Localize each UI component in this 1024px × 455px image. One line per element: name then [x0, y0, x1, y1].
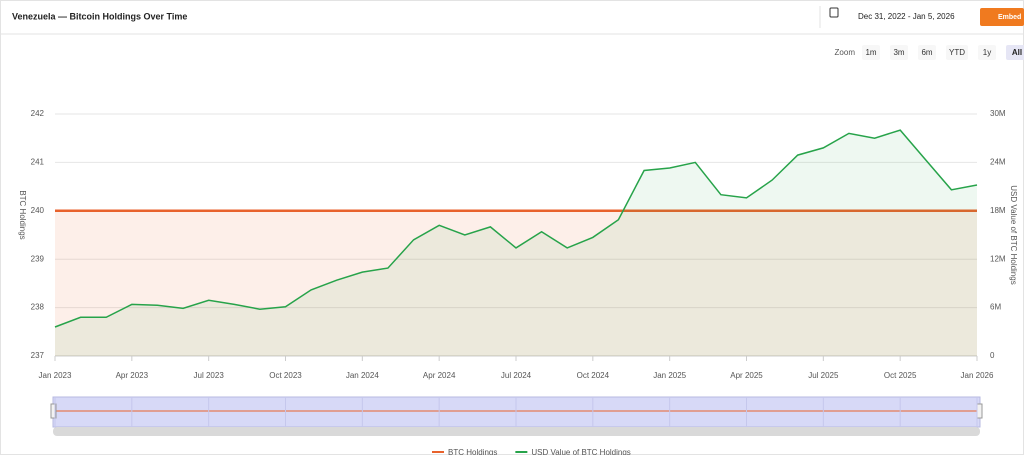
- y-tick-label: 237: [31, 351, 45, 360]
- navigator-handle[interactable]: [976, 403, 983, 419]
- series-line: [54, 129, 978, 328]
- x-tick-label: Jan 2025: [653, 371, 686, 380]
- x-tick-label: Oct 2024: [577, 371, 610, 380]
- y2-axis-title: USD Value of BTC Holdings: [1009, 185, 1018, 284]
- y-tick-label: 240: [31, 206, 45, 215]
- y-tick-label: 239: [31, 254, 45, 263]
- embed-label[interactable]: Embed: [998, 14, 1021, 21]
- x-tick-label: Jul 2023: [194, 371, 225, 380]
- date-range-button[interactable]: Dec 31, 2022 - Jan 5, 2026: [829, 7, 955, 21]
- x-tick-label: Jul 2024: [501, 371, 532, 380]
- x-tick-label: Jan 2023: [39, 371, 72, 380]
- y-tick-label: 241: [31, 158, 45, 167]
- zoom-button[interactable]: [1006, 45, 1024, 60]
- y2-tick-label: 0: [990, 351, 995, 360]
- zoom-button[interactable]: [890, 45, 908, 60]
- navigator-handle[interactable]: [50, 403, 57, 419]
- x-tick-label: Oct 2023: [269, 371, 302, 380]
- embed-bg[interactable]: [980, 8, 1024, 26]
- legend-label[interactable]: USD Value of BTC Holdings: [531, 448, 630, 455]
- zoom-button-label[interactable]: 1m: [865, 48, 876, 57]
- x-tick-label: Oct 2025: [884, 371, 917, 380]
- zoom-button[interactable]: [978, 45, 996, 60]
- series-area: [55, 210, 977, 356]
- x-tick-label: Apr 2023: [116, 371, 149, 380]
- zoom-button[interactable]: [862, 45, 880, 60]
- x-tick-label: Jan 2024: [346, 371, 379, 380]
- zoom-button-label[interactable]: 1y: [983, 48, 991, 57]
- y-tick-label: 238: [31, 303, 45, 312]
- legend-label[interactable]: BTC Holdings: [448, 448, 497, 455]
- y2-tick-label: 12M: [990, 254, 1006, 263]
- calendar-icon: [829, 7, 839, 18]
- zoom-button-label[interactable]: 6m: [921, 48, 932, 57]
- y2-tick-label: 24M: [990, 158, 1006, 167]
- scrollbar[interactable]: [53, 427, 980, 436]
- series-area: [55, 130, 977, 356]
- zoom-button-label[interactable]: 3m: [893, 48, 904, 57]
- chart-title: Venezuela — Bitcoin Holdings Over Time: [12, 11, 187, 21]
- zoom-button[interactable]: [918, 45, 936, 60]
- zoom-button-label[interactable]: All: [1012, 48, 1022, 57]
- x-tick-label: Apr 2025: [730, 371, 763, 380]
- x-tick-label: Jul 2025: [808, 371, 839, 380]
- y2-tick-label: 30M: [990, 109, 1006, 118]
- y-tick-label: 242: [31, 109, 45, 118]
- y-axis-title: BTC Holdings: [18, 190, 27, 239]
- zoom-button[interactable]: [946, 45, 968, 60]
- date-range[interactable]: Dec 31, 2022 - Jan 5, 2026: [858, 12, 955, 21]
- zoom-label: Zoom: [835, 48, 856, 57]
- embed-button[interactable]: Embed: [980, 8, 1024, 26]
- x-tick-label: Jan 2026: [961, 371, 994, 380]
- x-tick-label: Apr 2024: [423, 371, 456, 380]
- y2-tick-label: 6M: [990, 303, 1001, 312]
- y2-tick-label: 18M: [990, 206, 1006, 215]
- zoom-button-label[interactable]: YTD: [949, 48, 965, 57]
